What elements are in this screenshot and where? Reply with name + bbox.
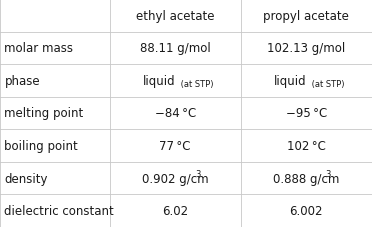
Text: 0.888 g/cm: 0.888 g/cm xyxy=(273,172,340,185)
Text: density: density xyxy=(4,172,48,185)
Text: 6.02: 6.02 xyxy=(162,204,188,217)
Text: 6.002: 6.002 xyxy=(289,204,323,217)
Text: molar mass: molar mass xyxy=(4,42,73,55)
Text: propyl acetate: propyl acetate xyxy=(263,10,349,23)
Text: liquid: liquid xyxy=(142,75,175,88)
Text: 102.13 g/mol: 102.13 g/mol xyxy=(267,42,346,55)
Text: (at STP): (at STP) xyxy=(178,79,214,88)
Text: 3: 3 xyxy=(195,169,200,178)
Text: 77 °C: 77 °C xyxy=(160,139,191,152)
Text: ethyl acetate: ethyl acetate xyxy=(136,10,215,23)
Text: 0.902 g/cm: 0.902 g/cm xyxy=(142,172,209,185)
Text: 102 °C: 102 °C xyxy=(287,139,326,152)
Text: −84 °C: −84 °C xyxy=(155,107,196,120)
Text: liquid: liquid xyxy=(274,75,307,88)
Text: melting point: melting point xyxy=(4,107,84,120)
Text: 88.11 g/mol: 88.11 g/mol xyxy=(140,42,211,55)
Text: phase: phase xyxy=(4,75,40,88)
Text: (at STP): (at STP) xyxy=(310,79,345,88)
Text: dielectric constant: dielectric constant xyxy=(4,204,114,217)
Text: −95 °C: −95 °C xyxy=(286,107,327,120)
Text: 3: 3 xyxy=(326,169,331,178)
Text: boiling point: boiling point xyxy=(4,139,78,152)
